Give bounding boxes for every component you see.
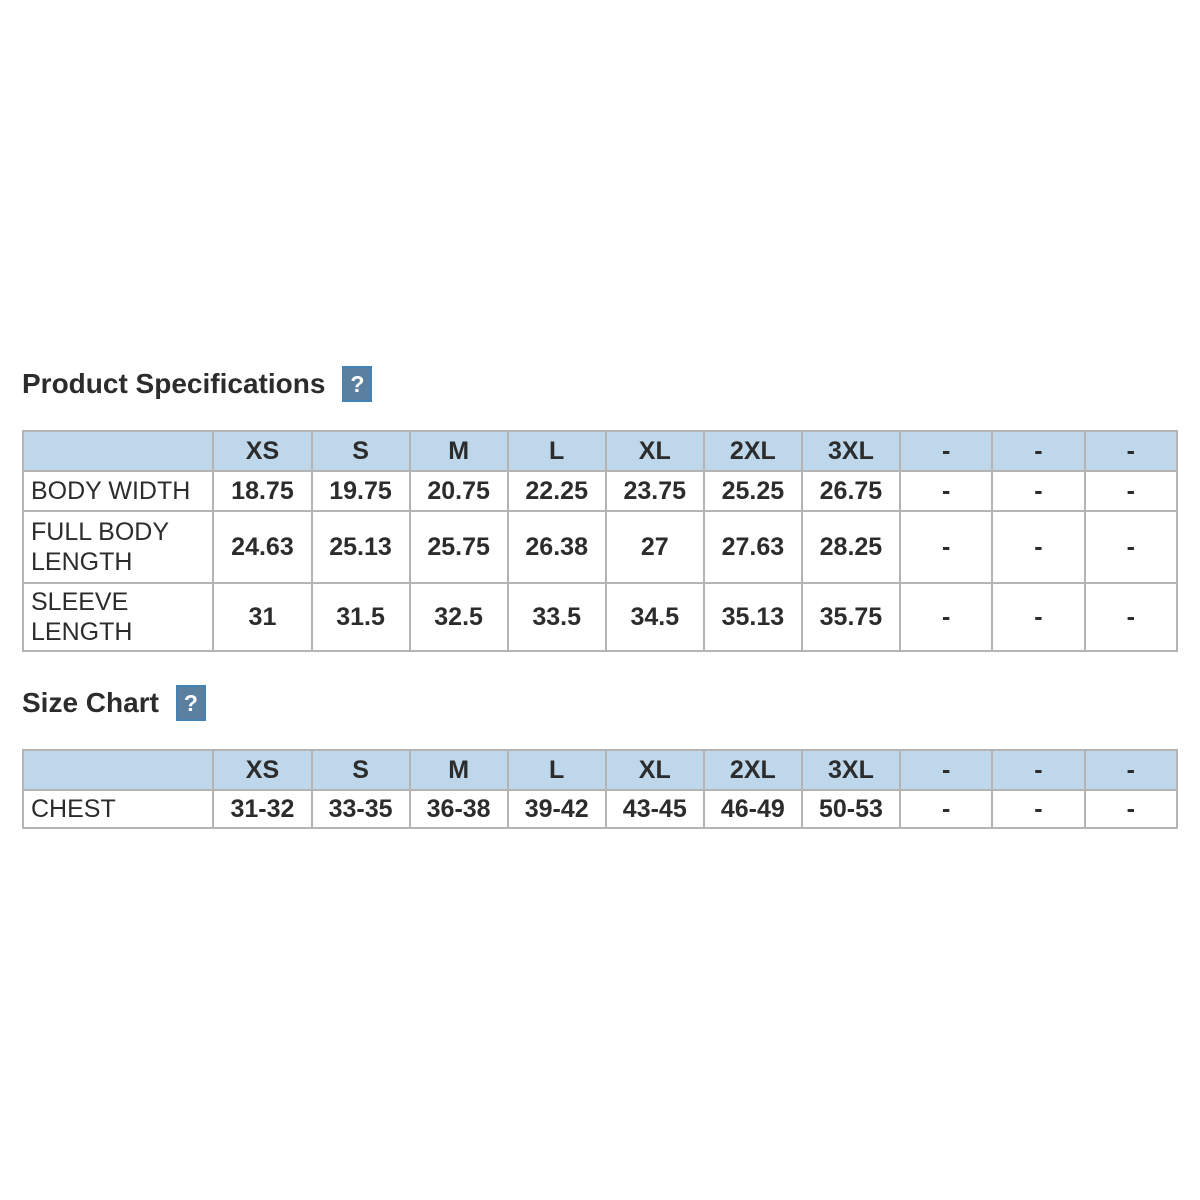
size-value-cell: -	[898, 789, 994, 829]
spec-value-cell: -	[1083, 510, 1179, 584]
spec-value-cell: -	[1083, 470, 1179, 512]
size-value-cell: 33-35	[310, 789, 411, 829]
header-cell-dash: -	[991, 430, 1086, 472]
size-chart-heading: Size Chart ?	[22, 685, 1178, 721]
row-label: CHEST	[21, 789, 215, 829]
header-cell-l: L	[506, 430, 607, 472]
size-chart-table: XS S M L XL 2XL 3XL - - - CHEST	[21, 749, 1179, 829]
product-specifications-table: XS S M L XL 2XL 3XL - - - BODY WIDTH	[21, 430, 1179, 652]
row-label: SLEEVE LENGTH	[21, 582, 215, 652]
header-cell-3xl: 3XL	[800, 430, 901, 472]
size-value-cell: -	[991, 789, 1086, 829]
size-chart-row-chest: CHEST 31-32 33-35 36-38 39-42 43-45 46-4…	[21, 789, 1179, 829]
header-cell-2xl: 2XL	[702, 430, 803, 472]
spec-value-cell: 18.75	[212, 470, 313, 512]
spec-value-cell: 26.38	[506, 510, 607, 584]
header-cell-dash: -	[1083, 749, 1179, 791]
spec-row-sleeve-length: SLEEVE LENGTH 31 31.5 32.5 33.5 34.5 35.…	[21, 582, 1179, 652]
size-value-cell: 31-32	[212, 789, 313, 829]
product-specifications-title: Product Specifications	[22, 367, 326, 399]
header-cell-dash: -	[898, 430, 994, 472]
spec-value-cell: 28.25	[800, 510, 901, 584]
spec-value-cell: 27.63	[702, 510, 803, 584]
header-cell-xs: XS	[212, 749, 313, 791]
spec-row-body-width: BODY WIDTH 18.75 19.75 20.75 22.25 23.75…	[21, 470, 1179, 512]
header-cell-xl: XL	[604, 430, 705, 472]
header-cell-s: S	[310, 430, 411, 472]
spec-value-cell: -	[991, 582, 1086, 652]
spec-value-cell: 25.75	[408, 510, 509, 584]
size-value-cell: 46-49	[702, 789, 803, 829]
product-specifications-heading: Product Specifications ?	[22, 366, 1178, 402]
spec-value-cell: 19.75	[310, 470, 411, 512]
size-chart-title: Size Chart	[22, 686, 159, 718]
spec-value-cell: 25.13	[310, 510, 411, 584]
spec-value-cell: 35.75	[800, 582, 901, 652]
header-cell-m: M	[408, 430, 509, 472]
spec-value-cell: 23.75	[604, 470, 705, 512]
size-value-cell: -	[1083, 789, 1179, 829]
spec-value-cell: 34.5	[604, 582, 705, 652]
spec-value-cell: -	[991, 510, 1086, 584]
spec-value-cell: 27	[604, 510, 705, 584]
spec-value-cell: -	[898, 582, 994, 652]
row-label: BODY WIDTH	[21, 470, 215, 512]
header-cell-xs: XS	[212, 430, 313, 472]
size-value-cell: 50-53	[800, 789, 901, 829]
spec-value-cell: -	[1083, 582, 1179, 652]
header-cell-empty	[21, 430, 215, 472]
spec-value-cell: 31	[212, 582, 313, 652]
spec-value-cell: 32.5	[408, 582, 509, 652]
header-cell-m: M	[408, 749, 509, 791]
spec-value-cell: 35.13	[702, 582, 803, 652]
spec-value-cell: 33.5	[506, 582, 607, 652]
header-cell-empty	[21, 749, 215, 791]
size-chart-header-row: XS S M L XL 2XL 3XL - - -	[21, 749, 1179, 791]
spec-value-cell: 26.75	[800, 470, 901, 512]
row-label: FULL BODY LENGTH	[21, 510, 215, 584]
size-value-cell: 39-42	[506, 789, 607, 829]
spec-value-cell: 31.5	[310, 582, 411, 652]
content-area: Product Specifications ? XS S M L	[21, 366, 1179, 829]
spec-row-full-body-length: FULL BODY LENGTH 24.63 25.13 25.75 26.38…	[21, 510, 1179, 584]
size-value-cell: 43-45	[604, 789, 705, 829]
header-cell-xl: XL	[604, 749, 705, 791]
header-cell-dash: -	[991, 749, 1086, 791]
spec-value-cell: 20.75	[408, 470, 509, 512]
spec-header-row: XS S M L XL 2XL 3XL - - -	[21, 430, 1179, 472]
size-value-cell: 36-38	[408, 789, 509, 829]
help-icon[interactable]: ?	[342, 366, 373, 402]
header-cell-2xl: 2XL	[702, 749, 803, 791]
spec-value-cell: -	[991, 470, 1086, 512]
help-icon[interactable]: ?	[175, 685, 206, 721]
spec-value-cell: 24.63	[212, 510, 313, 584]
spec-value-cell: -	[898, 470, 994, 512]
spec-value-cell: 25.25	[702, 470, 803, 512]
header-cell-3xl: 3XL	[800, 749, 901, 791]
size-chart-section: Size Chart ? XS S M L	[21, 685, 1179, 829]
product-specifications-section: Product Specifications ? XS S M L	[21, 366, 1179, 652]
header-cell-l: L	[506, 749, 607, 791]
spec-value-cell: -	[898, 510, 994, 584]
spec-value-cell: 22.25	[506, 470, 607, 512]
header-cell-dash: -	[1083, 430, 1179, 472]
header-cell-s: S	[310, 749, 411, 791]
header-cell-dash: -	[898, 749, 994, 791]
